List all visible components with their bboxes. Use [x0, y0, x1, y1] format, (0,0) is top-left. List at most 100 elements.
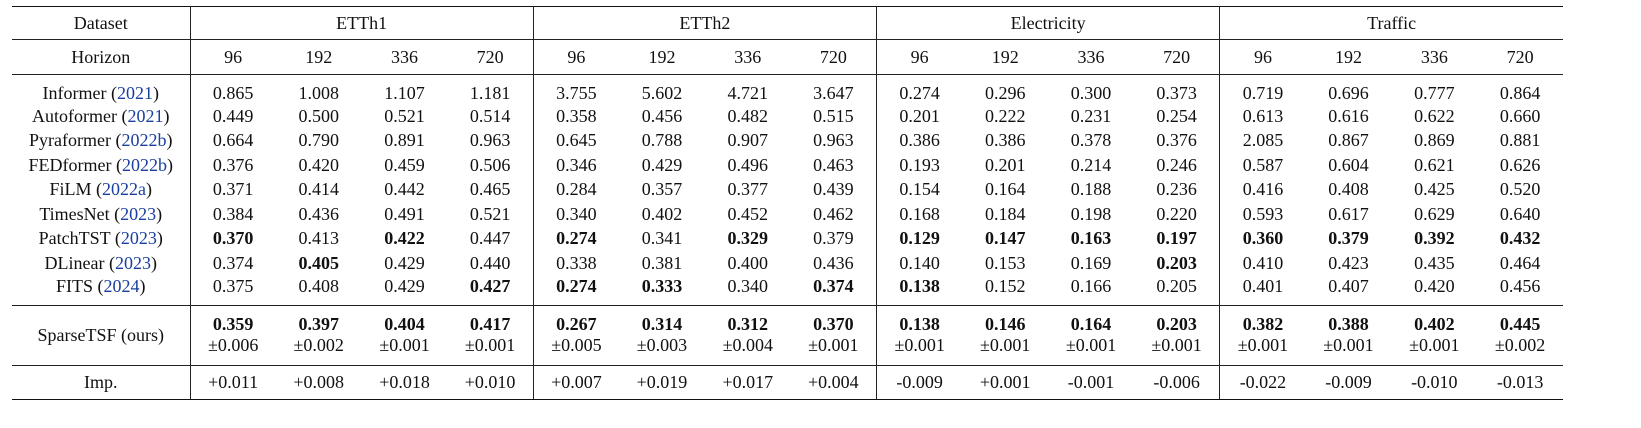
table-cell: 2.085 — [1220, 129, 1306, 154]
metric-value: 0.140 — [899, 252, 940, 273]
table-cell: 0.274 — [533, 275, 620, 306]
metric-value: 0.164 — [1070, 314, 1112, 334]
metric-value: 2.085 — [1242, 130, 1284, 151]
table-cell: 0.220 — [1133, 202, 1221, 227]
citation: (2021) — [110, 83, 159, 103]
table-cell: 0.521 — [362, 104, 448, 129]
table-row: SparseTSF (ours) 0.359 ±0.006 0.397 ±0.002 0.… — [12, 305, 1564, 366]
table-cell: 0.214 — [1048, 153, 1134, 178]
table-cell: 0.613 — [1220, 104, 1306, 129]
metric-value: 0.521 — [384, 105, 425, 126]
table-cell: 0.197 — [1133, 226, 1221, 251]
table-cell: 0.445 ±0.002 — [1477, 305, 1564, 366]
table-row: FITS (2024) 0.375 0.408 0.429 0.427 0.274 0.33… — [12, 275, 1564, 306]
metric-value: 0.370 — [212, 228, 254, 249]
table-cell: 0.427 — [447, 275, 534, 306]
metric-value: 0.626 — [1499, 154, 1541, 175]
table-cell: 0.436 — [790, 251, 877, 276]
metric-std: ±0.001 — [1323, 335, 1374, 355]
metric-value: 0.864 — [1499, 83, 1541, 103]
table-cell: 0.432 — [1477, 227, 1563, 252]
metric-value: 0.447 — [469, 228, 511, 249]
table-row: Informer (2021) 0.865 1.008 1.107 1.181 3.755… — [12, 74, 1563, 105]
table-cell: Imp. — [12, 365, 191, 400]
table-cell: 0.506 — [447, 153, 534, 178]
table-cell: 0.341 — [619, 227, 705, 252]
table-cell: 0.626 — [1477, 153, 1563, 178]
table-cell: 0.392 — [1391, 227, 1477, 252]
table-cell: 0.621 — [1391, 153, 1477, 178]
metric-value: 0.881 — [1499, 130, 1541, 151]
metric-value: 0.640 — [1499, 203, 1541, 224]
table-cell: 0.604 — [1306, 153, 1392, 178]
table-cell: 0.423 — [1306, 251, 1392, 276]
metric-value: 0.645 — [556, 130, 597, 151]
table-cell: 0.465 — [447, 177, 534, 202]
improvement-value: +0.019 — [636, 371, 688, 392]
metric-value: 0.423 — [1328, 252, 1369, 273]
model-name: FiLM — [49, 179, 92, 200]
dataset-header: ETTh1 — [190, 6, 534, 40]
metric-value: 0.436 — [813, 252, 854, 273]
metric-value: 0.429 — [641, 154, 683, 175]
table-cell: 96 — [876, 39, 963, 75]
table-row: TimesNet (2023) 0.384 0.436 0.491 0.521 0.340… — [12, 202, 1563, 227]
metric-value: 0.333 — [641, 275, 683, 296]
table-cell: 0.435 — [1391, 251, 1477, 276]
metric-value: 0.231 — [1070, 105, 1112, 126]
improvement-value: -0.001 — [1067, 371, 1115, 392]
table-cell: 0.404 ±0.001 — [361, 305, 448, 366]
metric-value: 0.146 — [984, 314, 1026, 334]
improvement-value: +0.017 — [722, 371, 774, 392]
table-cell: 0.376 — [1133, 128, 1221, 153]
metric-value: 0.138 — [899, 275, 940, 296]
horizon: 192 — [305, 46, 333, 67]
table-row: Imp. +0.011 +0.008 +0.018 +0.010 +0.007 +0.019… — [12, 365, 1564, 400]
table-cell: 0.376 — [190, 153, 276, 178]
table-cell: 0.496 — [705, 153, 791, 178]
metric-value: 0.198 — [1070, 203, 1112, 224]
metric-value: 0.436 — [298, 203, 339, 224]
table-cell: 0.357 — [619, 178, 705, 203]
metric-value: 0.410 — [1242, 252, 1284, 273]
model-name: SparseTSF (ours) — [37, 324, 165, 345]
table-cell: 0.359 ±0.006 — [190, 305, 276, 366]
table-cell: +0.018 — [361, 365, 448, 400]
metric-value: 0.377 — [727, 179, 769, 200]
table-cell: 0.274 — [533, 227, 619, 252]
table-cell: 0.378 — [1048, 129, 1134, 154]
table-cell: 0.236 — [1133, 177, 1221, 202]
table-cell: +0.017 — [704, 365, 791, 400]
table-cell: FEDformer (2022b) — [12, 153, 191, 178]
metric-value: 0.604 — [1328, 154, 1369, 175]
model-name: FITS — [55, 275, 93, 296]
metric-value: 0.254 — [1156, 105, 1197, 126]
table-cell: 0.329 — [705, 227, 791, 252]
metric-value: 0.422 — [384, 228, 425, 249]
table-cell: 0.164 — [962, 178, 1048, 203]
table-cell: 0.314 ±0.003 — [619, 305, 705, 366]
table-cell: 0.907 — [705, 129, 791, 154]
table-cell: -0.009 — [1305, 365, 1392, 400]
table-cell: 0.379 — [790, 226, 877, 251]
metric-value: 0.465 — [469, 179, 511, 200]
table-cell: 0.864 — [1477, 75, 1563, 105]
table-cell: 0.284 — [533, 178, 619, 203]
table-cell: -0.010 — [1391, 365, 1478, 400]
table-cell: 0.138 ±0.001 — [876, 305, 963, 366]
table-cell: 0.386 — [962, 129, 1048, 154]
table-cell: 0.370 — [190, 227, 276, 252]
metric-value: 0.506 — [469, 154, 511, 175]
table-cell: 0.203 ±0.001 — [1133, 305, 1221, 366]
metric-value: 0.462 — [813, 203, 854, 224]
table-cell: -0.009 — [876, 365, 963, 400]
table-cell: 4.721 — [705, 75, 791, 105]
metric-value: 0.338 — [556, 252, 597, 273]
table-cell: 0.439 — [790, 177, 877, 202]
table-cell: 0.456 — [1477, 275, 1564, 306]
metric-value: 0.429 — [384, 252, 425, 273]
table-cell: 0.407 — [1305, 275, 1392, 306]
horizon: 192 — [1335, 46, 1362, 67]
table-cell: 0.645 — [533, 129, 619, 154]
